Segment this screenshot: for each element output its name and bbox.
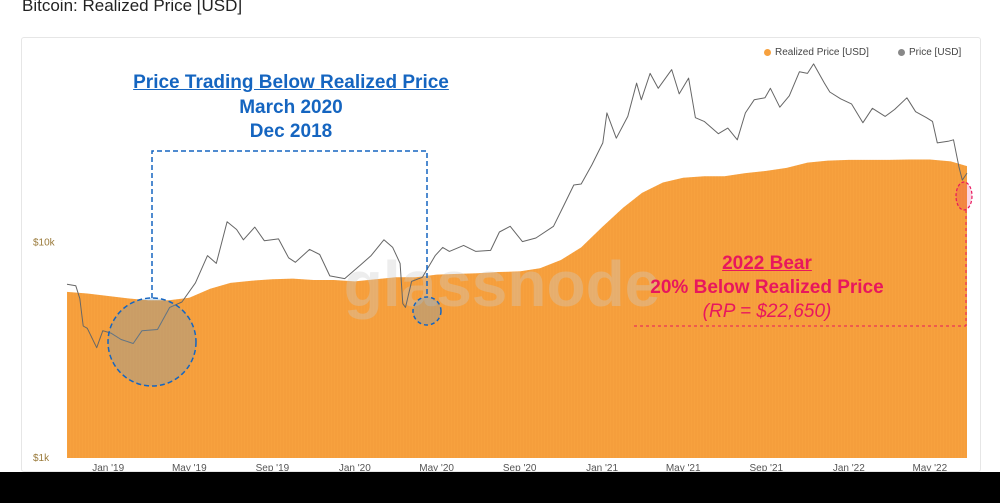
circle-highlight-2022 bbox=[955, 181, 973, 211]
legend-dot-realized bbox=[764, 49, 771, 56]
x-tick-label: May '21 bbox=[666, 463, 701, 471]
circle-highlight-march-2020 bbox=[412, 296, 442, 326]
annotation-left-line2: March 2020 bbox=[239, 97, 343, 118]
chart-svg: glassnode $1k $10k Jan '19 May '19 Sep '19 Ja… bbox=[33, 63, 973, 471]
x-tick-label: May '19 bbox=[172, 463, 207, 471]
watermark-logo: glassnode bbox=[344, 248, 661, 320]
x-tick-label: May '22 bbox=[912, 463, 947, 471]
legend-price[interactable]: Price [USD] bbox=[898, 47, 961, 58]
y-tick-label: $1k bbox=[33, 453, 50, 464]
x-tick-label: Jan '22 bbox=[833, 463, 865, 471]
axes-layer: $1k $10k Jan '19 May '19 Sep '19 Jan '20 May '… bbox=[33, 238, 948, 471]
annotation-right-line2: 20% Below Realized Price bbox=[650, 277, 884, 298]
legend-realized-price[interactable]: Realized Price [USD] bbox=[764, 47, 869, 58]
annotation-left-title: Price Trading Below Realized Price bbox=[133, 72, 449, 93]
bracket-connector bbox=[151, 150, 428, 298]
annotation-left-line3: Dec 2018 bbox=[249, 121, 333, 142]
price-line-layer bbox=[66, 63, 968, 349]
legend-label-price: Price [USD] bbox=[909, 47, 962, 58]
x-tick-label: Jan '20 bbox=[339, 463, 371, 471]
x-tick-label: Sep '21 bbox=[749, 463, 783, 471]
annotation-shapes-layer bbox=[107, 150, 973, 387]
page-title: Bitcoin: Realized Price [USD] bbox=[22, 0, 243, 15]
legend-label-realized: Realized Price [USD] bbox=[775, 47, 869, 58]
x-tick-label: Sep '19 bbox=[256, 463, 290, 471]
legend-dot-price bbox=[898, 49, 905, 56]
circle-highlight-dec-2018 bbox=[107, 297, 197, 387]
x-tick-label: Sep '20 bbox=[503, 463, 537, 471]
annotation-right-line3: (RP = $22,650) bbox=[702, 301, 832, 322]
annotation-right-title: 2022 Bear bbox=[722, 253, 812, 274]
x-tick-label: May '20 bbox=[419, 463, 454, 471]
chart-panel: glassnode $1k $10k Jan '19 May '19 Sep '19 Ja… bbox=[21, 37, 981, 472]
x-tick-label: Jan '19 bbox=[92, 463, 124, 471]
x-tick-label: Jan '21 bbox=[586, 463, 618, 471]
realized-price-area bbox=[67, 159, 967, 458]
y-tick-label: $10k bbox=[33, 238, 56, 249]
price-line bbox=[66, 63, 968, 349]
bottom-black-bar bbox=[0, 472, 1000, 503]
